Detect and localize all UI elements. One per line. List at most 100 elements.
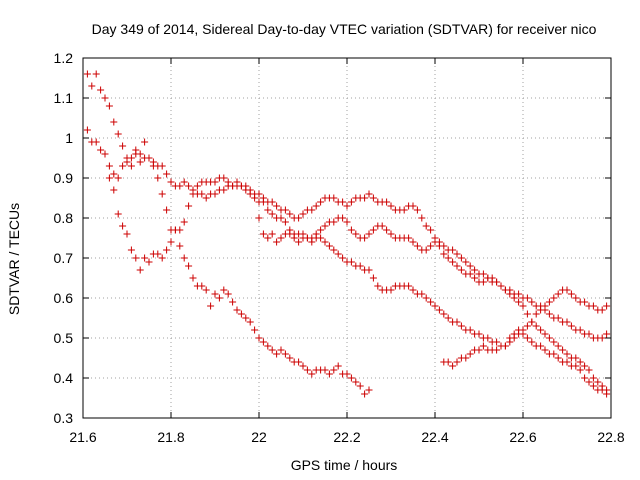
data-point-marker bbox=[453, 250, 461, 258]
data-point-marker bbox=[444, 358, 452, 366]
data-point-marker bbox=[343, 370, 351, 378]
data-point-marker bbox=[576, 358, 584, 366]
data-point-marker bbox=[110, 170, 118, 178]
data-point-marker bbox=[229, 182, 237, 190]
data-point-marker bbox=[603, 302, 611, 310]
data-point-marker bbox=[264, 206, 272, 214]
data-point-marker bbox=[330, 246, 338, 254]
data-point-marker bbox=[330, 218, 338, 226]
data-point-marker bbox=[383, 198, 391, 206]
y-tick-label: 1.2 bbox=[54, 50, 74, 66]
data-point-marker bbox=[308, 238, 316, 246]
data-point-marker bbox=[589, 382, 597, 390]
data-point-marker bbox=[141, 138, 149, 146]
data-marks bbox=[83, 70, 611, 398]
x-tick-label: 22.2 bbox=[333, 429, 360, 445]
data-point-marker bbox=[180, 254, 188, 262]
data-point-marker bbox=[506, 338, 514, 346]
data-point-marker bbox=[589, 302, 597, 310]
data-point-marker bbox=[154, 250, 162, 258]
data-point-marker bbox=[589, 374, 597, 382]
data-point-marker bbox=[268, 210, 276, 218]
data-point-marker bbox=[453, 318, 461, 326]
data-point-marker bbox=[233, 306, 241, 314]
data-point-marker bbox=[207, 302, 215, 310]
data-point-marker bbox=[83, 70, 91, 78]
data-point-marker bbox=[515, 290, 523, 298]
data-point-marker bbox=[488, 274, 496, 282]
data-point-marker bbox=[220, 174, 228, 182]
y-axis-label: SDTVAR / TECUs bbox=[6, 203, 22, 315]
data-point-marker bbox=[409, 286, 417, 294]
data-point-marker bbox=[409, 238, 417, 246]
data-point-marker bbox=[563, 286, 571, 294]
data-point-marker bbox=[572, 362, 580, 370]
data-point-marker bbox=[264, 342, 272, 350]
data-point-marker bbox=[101, 150, 109, 158]
data-point-marker bbox=[189, 274, 197, 282]
x-tick-label: 22.8 bbox=[597, 429, 624, 445]
data-point-marker bbox=[277, 346, 285, 354]
data-point-marker bbox=[523, 322, 531, 330]
y-tick-label: 0.6 bbox=[54, 290, 74, 306]
data-point-marker bbox=[145, 258, 153, 266]
data-point-marker bbox=[510, 334, 518, 342]
data-point-marker bbox=[422, 294, 430, 302]
data-point-marker bbox=[163, 246, 171, 254]
data-point-marker bbox=[321, 222, 329, 230]
data-point-marker bbox=[334, 362, 342, 370]
data-point-marker bbox=[537, 326, 545, 334]
data-point-marker bbox=[453, 358, 461, 366]
data-point-marker bbox=[286, 210, 294, 218]
data-point-marker bbox=[308, 206, 316, 214]
data-point-marker bbox=[273, 238, 281, 246]
data-point-marker bbox=[132, 146, 140, 154]
data-point-marker bbox=[268, 230, 276, 238]
data-point-marker bbox=[88, 82, 96, 90]
data-point-marker bbox=[519, 330, 527, 338]
data-point-marker bbox=[369, 274, 377, 282]
data-point-marker bbox=[295, 214, 303, 222]
data-point-marker bbox=[281, 206, 289, 214]
data-point-marker bbox=[145, 154, 153, 162]
data-point-marker bbox=[466, 350, 474, 358]
data-point-marker bbox=[581, 374, 589, 382]
data-point-marker bbox=[462, 258, 470, 266]
data-point-marker bbox=[180, 178, 188, 186]
data-point-marker bbox=[563, 358, 571, 366]
data-point-marker bbox=[576, 326, 584, 334]
data-point-marker bbox=[97, 146, 105, 154]
data-point-marker bbox=[519, 302, 527, 310]
data-point-marker bbox=[246, 318, 254, 326]
data-point-marker bbox=[559, 346, 567, 354]
data-point-marker bbox=[317, 234, 325, 242]
data-point-marker bbox=[286, 230, 294, 238]
data-point-marker bbox=[422, 222, 430, 230]
data-point-marker bbox=[466, 270, 474, 278]
data-point-marker bbox=[127, 154, 135, 162]
data-point-marker bbox=[286, 354, 294, 362]
data-point-marker bbox=[132, 254, 140, 262]
data-point-marker bbox=[110, 186, 118, 194]
data-point-marker bbox=[541, 302, 549, 310]
data-point-marker bbox=[220, 286, 228, 294]
data-point-marker bbox=[418, 290, 426, 298]
data-point-marker bbox=[471, 266, 479, 274]
data-point-marker bbox=[422, 246, 430, 254]
data-point-marker bbox=[339, 198, 347, 206]
series-e bbox=[440, 330, 611, 398]
data-point-marker bbox=[572, 354, 580, 362]
data-point-marker bbox=[413, 242, 421, 250]
data-point-marker bbox=[365, 230, 373, 238]
data-point-marker bbox=[176, 182, 184, 190]
data-point-marker bbox=[567, 290, 575, 298]
data-point-marker bbox=[466, 262, 474, 270]
data-point-marker bbox=[369, 194, 377, 202]
data-point-marker bbox=[101, 94, 109, 102]
axis-ticks: 21.6 21.8 22 22.2 22.4 22.6 22.8 0.3 0.4 0.5 0.6 0.… bbox=[54, 50, 625, 445]
data-point-marker bbox=[594, 378, 602, 386]
data-point-marker bbox=[545, 334, 553, 342]
data-point-marker bbox=[585, 366, 593, 374]
data-point-marker bbox=[387, 286, 395, 294]
data-point-marker bbox=[123, 158, 131, 166]
